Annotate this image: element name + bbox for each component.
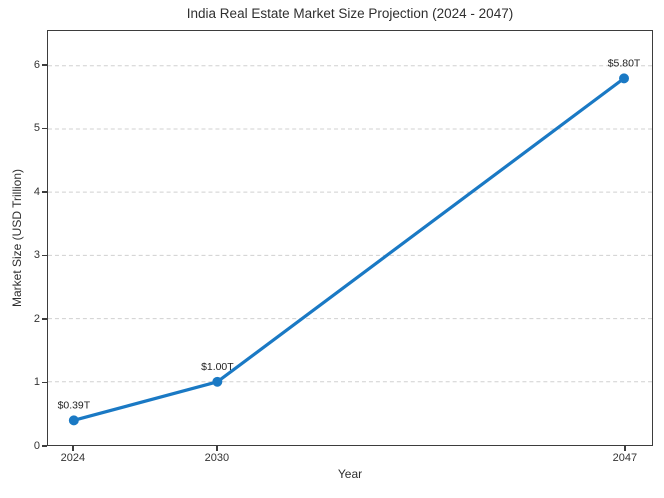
y-axis-label: Market Size (USD Trillion) xyxy=(10,168,24,308)
x-tick-label: 2047 xyxy=(612,452,638,464)
plot-area: $0.39T $1.00T $5.80T xyxy=(47,30,653,446)
y-tick-label: 6 xyxy=(33,58,40,71)
line-chart-canvas: $0.39T $1.00T $5.80T xyxy=(48,58,652,426)
y-tick-label: 5 xyxy=(33,122,40,135)
data-line xyxy=(72,76,626,422)
y-tick-label: 4 xyxy=(33,185,40,198)
y-tick-mark xyxy=(42,381,47,384)
x-tick-mark xyxy=(216,446,218,451)
y-tick-mark xyxy=(42,127,47,130)
point-annotation: $0.39T xyxy=(58,400,91,411)
x-tick-label: 2030 xyxy=(204,452,230,464)
data-point-marker xyxy=(68,415,79,426)
y-tick-label: 0 xyxy=(33,440,40,452)
y-tick-mark xyxy=(42,318,47,320)
point-annotation: $1.00T xyxy=(201,362,234,373)
y-tick-label: 3 xyxy=(33,249,40,262)
y-tick-mark xyxy=(42,64,47,66)
x-axis-label: Year xyxy=(337,467,363,481)
y-tick-mark xyxy=(42,254,47,257)
point-annotation: $5.80T xyxy=(608,58,641,69)
y-tick-mark xyxy=(42,191,47,193)
y-tick-label: 1 xyxy=(33,376,40,389)
chart-title: India Real Estate Market Size Projection… xyxy=(186,6,514,21)
data-point-marker xyxy=(212,376,223,387)
y-tick-label: 2 xyxy=(33,312,40,325)
x-tick-mark xyxy=(624,446,626,451)
y-tick-mark xyxy=(42,445,47,447)
x-tick-mark xyxy=(72,446,74,451)
x-tick-label: 2024 xyxy=(60,452,86,464)
data-point-marker xyxy=(619,73,629,84)
